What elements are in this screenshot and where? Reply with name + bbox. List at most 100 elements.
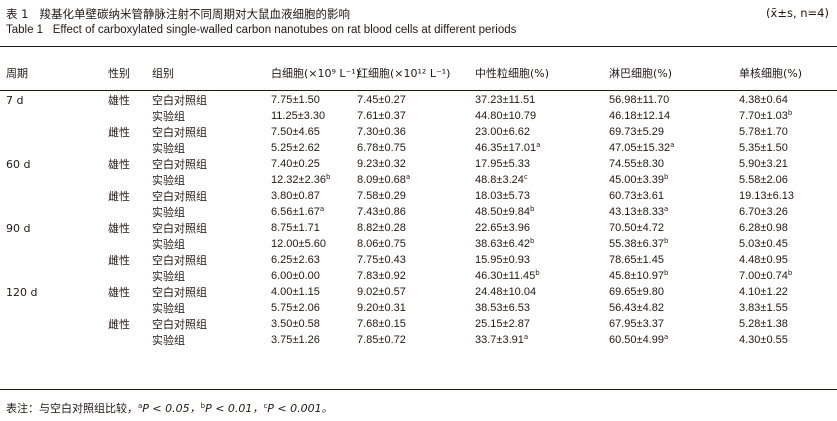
cell-group: 实验组 — [152, 108, 271, 124]
cell-monocyte: 5.03±0.45 — [739, 236, 837, 252]
table-row: 雌性 空白对照组 3.50±0.58 7.68±0.15 25.15±2.87 67.95… — [0, 316, 837, 332]
header-row: 周期 性别 组别 白细胞(×10⁹ L⁻¹) 红细胞(×10¹² L⁻¹) 中性… — [0, 60, 837, 88]
cell-lymphocyte-value: 70.50±4.72 — [609, 222, 664, 234]
cell-neutrophil-value: 44.80±10.79 — [475, 110, 537, 122]
cell-sex — [108, 108, 152, 124]
cell-group: 实验组 — [152, 140, 271, 156]
cell-period: 60 d — [6, 156, 108, 172]
cell-monocyte: 7.70±1.03b — [739, 108, 837, 124]
cell-rbc: 7.83±0.92 — [357, 268, 475, 284]
table-row: 实验组 12.00±5.60 8.06±0.75 38.63±6.42b 55.38±6… — [0, 236, 837, 252]
cell-monocyte-significance: b — [787, 109, 793, 117]
cell-monocyte: 7.00±0.74b — [739, 268, 837, 284]
cell-sex: 雌性 — [108, 252, 152, 268]
cell-sex: 雌性 — [108, 316, 152, 332]
cell-rbc: 7.30±0.36 — [357, 124, 475, 140]
cell-rbc: 7.85±0.72 — [357, 332, 475, 348]
cell-rbc-value: 7.85±0.72 — [357, 334, 406, 346]
cell-group: 空白对照组 — [152, 316, 271, 332]
cell-rbc: 7.75±0.43 — [357, 252, 475, 268]
cell-lymphocyte-value: 55.38±6.37 — [609, 238, 664, 250]
table-title: 表 1 羧基化单壁碳纳米管静脉注射不同周期对大鼠血液细胞的影响 (x̄±s, n… — [6, 6, 829, 22]
cell-period — [6, 332, 108, 348]
cell-monocyte-value: 7.00±0.74 — [739, 270, 788, 282]
cell-wbc: 6.00±0.00 — [271, 268, 357, 284]
table-row: 实验组 3.75±1.26 7.85±0.72 33.7±3.91a 60.50±4.9… — [0, 332, 837, 348]
cell-lymphocyte: 46.18±12.14 — [609, 108, 739, 124]
cell-neutrophil: 48.8±3.24c — [475, 172, 609, 188]
cell-period-value: 120 d — [6, 285, 38, 299]
cell-group: 空白对照组 — [152, 284, 271, 300]
cell-rbc: 6.78±0.75 — [357, 140, 475, 156]
cell-wbc: 7.75±1.50 — [271, 92, 357, 108]
table-row: 实验组 11.25±3.30 7.61±0.37 44.80±10.79 46.18±1… — [0, 108, 837, 124]
cell-group-value: 实验组 — [152, 205, 185, 219]
cell-period — [6, 204, 108, 220]
cell-lymphocyte: 70.50±4.72 — [609, 220, 739, 236]
cell-monocyte: 4.48±0.95 — [739, 252, 837, 268]
note-b-text: P < 0.01， — [205, 402, 264, 415]
cell-lymphocyte: 69.73±5.29 — [609, 124, 739, 140]
cell-rbc: 7.61±0.37 — [357, 108, 475, 124]
blood-cell-table: 周期 性别 组别 白细胞(×10⁹ L⁻¹) 红细胞(×10¹² L⁻¹) 中性… — [0, 60, 837, 348]
header-rbc: 红细胞(×10¹² L⁻¹) — [357, 67, 451, 80]
cell-lymphocyte: 67.95±3.37 — [609, 316, 739, 332]
cell-wbc: 12.00±5.60 — [271, 236, 357, 252]
title-stat: (x̄±s, n=4) — [766, 6, 829, 20]
cell-sex-value: 雄性 — [108, 157, 130, 171]
cell-wbc: 11.25±3.30 — [271, 108, 357, 124]
header-sex: 性别 — [108, 67, 130, 80]
cell-group-value: 空白对照组 — [152, 253, 207, 267]
cell-rbc-significance: a — [405, 173, 411, 181]
cell-wbc: 3.75±1.26 — [271, 332, 357, 348]
cell-neutrophil: 38.53±6.53 — [475, 300, 609, 316]
cell-lymphocyte-value: 56.98±11.70 — [609, 94, 670, 106]
cell-sex — [108, 268, 152, 284]
cell-wbc: 5.25±2.62 — [271, 140, 357, 156]
cell-wbc-value: 11.25±3.30 — [271, 110, 326, 122]
cell-wbc-value: 6.56±1.67 — [271, 206, 320, 218]
cell-neutrophil: 33.7±3.91a — [475, 332, 609, 348]
cell-neutrophil-significance: a — [536, 141, 541, 149]
rule-bottom — [0, 389, 837, 390]
cell-wbc: 7.50±4.65 — [271, 124, 357, 140]
cell-monocyte-significance: b — [787, 269, 793, 277]
cell-group-value: 空白对照组 — [152, 189, 207, 203]
cell-rbc: 8.09±0.68a — [357, 172, 475, 188]
note-prefix: 表注：与空白对照组比较， — [6, 402, 138, 415]
cell-sex: 雄性 — [108, 156, 152, 172]
cell-wbc: 12.32±2.36b — [271, 172, 357, 188]
header-group: 组别 — [152, 67, 174, 80]
cell-lymphocyte-value: 46.18±12.14 — [609, 110, 671, 122]
table-row: 实验组 5.75±2.06 9.20±0.31 38.53±6.53 56.43±4.8… — [0, 300, 837, 316]
cell-neutrophil: 25.15±2.87 — [475, 316, 609, 332]
cell-group: 空白对照组 — [152, 156, 271, 172]
cell-lymphocyte-significance: b — [663, 237, 669, 245]
cell-rbc-value: 7.68±0.15 — [357, 318, 406, 330]
cell-rbc-value: 9.02±0.57 — [357, 286, 406, 298]
cell-rbc-value: 8.06±0.75 — [357, 238, 406, 250]
cell-neutrophil-value: 24.48±10.04 — [475, 286, 537, 298]
cell-lymphocyte-value: 45.00±3.39 — [609, 174, 664, 186]
cell-monocyte: 5.35±1.50 — [739, 140, 837, 156]
cell-lymphocyte: 56.98±11.70 — [609, 92, 739, 108]
cell-monocyte-value: 5.35±1.50 — [739, 142, 788, 154]
cell-rbc-value: 7.45±0.27 — [357, 94, 406, 106]
cell-wbc-value: 4.00±1.15 — [271, 286, 320, 298]
cell-lymphocyte-value: 67.95±3.37 — [609, 318, 664, 330]
cell-rbc-value: 7.43±0.86 — [357, 206, 406, 218]
cell-lymphocyte: 69.65±9.80 — [609, 284, 739, 300]
rule-top — [0, 46, 837, 47]
title-en-prefix: Table 1 — [6, 24, 44, 36]
cell-sex — [108, 236, 152, 252]
cell-wbc-value: 3.50±0.58 — [271, 318, 320, 330]
cell-group: 实验组 — [152, 236, 271, 252]
cell-period-value: 7 d — [6, 93, 24, 107]
cell-lymphocyte: 55.38±6.37b — [609, 236, 739, 252]
cell-lymphocyte-value: 74.55±8.30 — [609, 158, 664, 170]
cell-monocyte: 5.28±1.38 — [739, 316, 837, 332]
cell-monocyte: 5.90±3.21 — [739, 156, 837, 172]
cell-rbc: 7.45±0.27 — [357, 92, 475, 108]
cell-monocyte-value: 4.48±0.95 — [739, 254, 788, 266]
note-a-sup: a — [138, 402, 143, 410]
